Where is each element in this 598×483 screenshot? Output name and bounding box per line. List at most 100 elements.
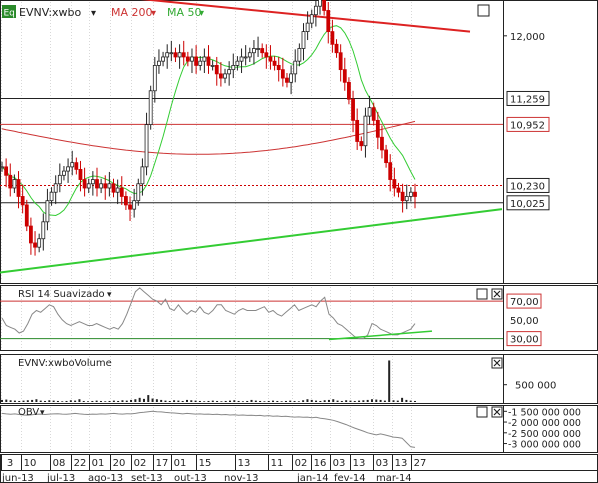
price-panel: 11,259 10,952 10,230 10,025 12,000 [0,0,550,274]
level-label: 10,952 [510,120,545,131]
x-day-label: 17 [156,458,169,469]
candle-body [8,174,13,189]
volume-bar [13,400,16,402]
volume-bar [267,400,270,402]
candle-body [140,166,145,185]
x-month-label: mar-14 [376,473,412,483]
x-day-label: 03 [376,458,389,469]
volume-bar [194,400,197,402]
candle-body [301,31,306,49]
rsi-maximize-icon[interactable] [476,288,488,300]
price-window-controls [477,4,490,17]
obv-dropdown-icon[interactable]: ▾ [40,408,45,418]
volume-bar [155,399,158,402]
volume-bar [349,400,352,402]
x-month-label: jul-13 [46,473,75,483]
volume-bar [370,399,373,402]
candle-body [342,69,347,83]
rsi-legend: RSI 14 Suavizado ▾ [18,288,503,300]
candle-body [252,48,256,54]
ma200-label[interactable]: MA 200 [111,6,153,19]
volume-bar [82,400,85,402]
ma200-dropdown-icon[interactable]: ▾ [151,8,156,19]
volume-bar [211,400,214,402]
x-day-label: 02 [295,458,308,469]
candle-body [198,60,203,66]
volume-bar [366,399,369,402]
level-label-box [506,116,550,132]
candle-body [355,119,360,142]
rsi-panel: 70,00 50,00 30,00 [0,287,542,347]
x-axis: 3 10 08 22 01 20 02 17 01 15 13 11 02 16 03 13 03 13 27 jun… [1,454,426,483]
rsi-trendline [328,330,433,341]
candle-body [24,204,29,227]
candle-body [181,52,186,58]
volume-bar [44,400,47,402]
obv-maximize-icon[interactable] [476,406,488,418]
volume-bar [87,401,90,402]
candle-body [128,204,132,210]
candle-body [70,162,75,168]
volume-bar [375,399,378,402]
candle-body [16,179,21,197]
obv-panel: -1 500 000 000-2 000 000 000-2 500 000 0… [1,407,581,451]
candle-body [359,141,364,147]
candlestick-series [0,0,417,256]
candle-body [326,10,331,32]
obv-line [1,410,416,448]
ma50-dropdown-icon[interactable]: ▾ [199,8,204,19]
eq-badge[interactable] [2,5,16,18]
volume-title[interactable]: EVNV:xwboVolume [18,358,112,369]
volume-bar [5,399,8,402]
rsi-title[interactable]: RSI 14 Suavizado [18,289,105,300]
candle-body [318,0,322,7]
candle-body [82,179,87,189]
volume-bar [289,400,292,402]
volume-bar [108,400,111,402]
volume-bar [315,400,318,402]
price-axis-ticks: 12,000 [503,32,545,43]
x-month-label: jan-14 [296,473,329,483]
maximize-icon[interactable] [477,4,490,17]
x-day-label: 3 [7,458,13,469]
rsi-dropdown-icon[interactable]: ▾ [107,290,112,300]
volume-bar [409,400,412,402]
obv-close-icon[interactable] [491,406,503,418]
volume-bar [358,400,361,402]
volume-close-icon[interactable] [491,357,503,369]
volume-bar [203,401,206,402]
volume-bar [297,401,300,402]
volume-bar [61,401,64,402]
volume-bar [69,400,72,402]
obv-title[interactable]: OBV [18,407,39,418]
volume-bar [319,400,322,402]
candle-body [45,200,50,223]
symbol-dropdown-icon[interactable]: ▾ [91,8,96,19]
candle-body [297,48,302,62]
candle-body [57,174,62,185]
price-legend: Eq EVNV:xwbo ▾ MA 200 ▾ MA 50 ▾ [2,5,204,19]
rsi-close-icon[interactable] [491,288,503,300]
rsi-label-box [506,293,542,309]
level-label-box [506,195,550,211]
x-day-label: 16 [314,458,327,469]
candle-body [367,107,372,117]
volume-bar [216,400,219,402]
candle-body [132,200,137,210]
ma200-line [1,120,416,155]
symbol-label[interactable]: EVNV:xwbo [19,6,82,19]
candle-body [408,191,413,197]
rsi-tick-label: 70,00 [510,297,539,308]
x-day-label: 13 [353,458,366,469]
candle-body [157,60,161,66]
candle-body [293,60,298,75]
volume-bar [95,400,98,402]
volume-bar [173,400,176,402]
eq-badge-label: Eq [4,9,15,19]
candle-body [309,14,314,24]
candle-body [12,179,17,189]
volume-bar [263,401,266,402]
ma50-label[interactable]: MA 50 [167,6,202,19]
